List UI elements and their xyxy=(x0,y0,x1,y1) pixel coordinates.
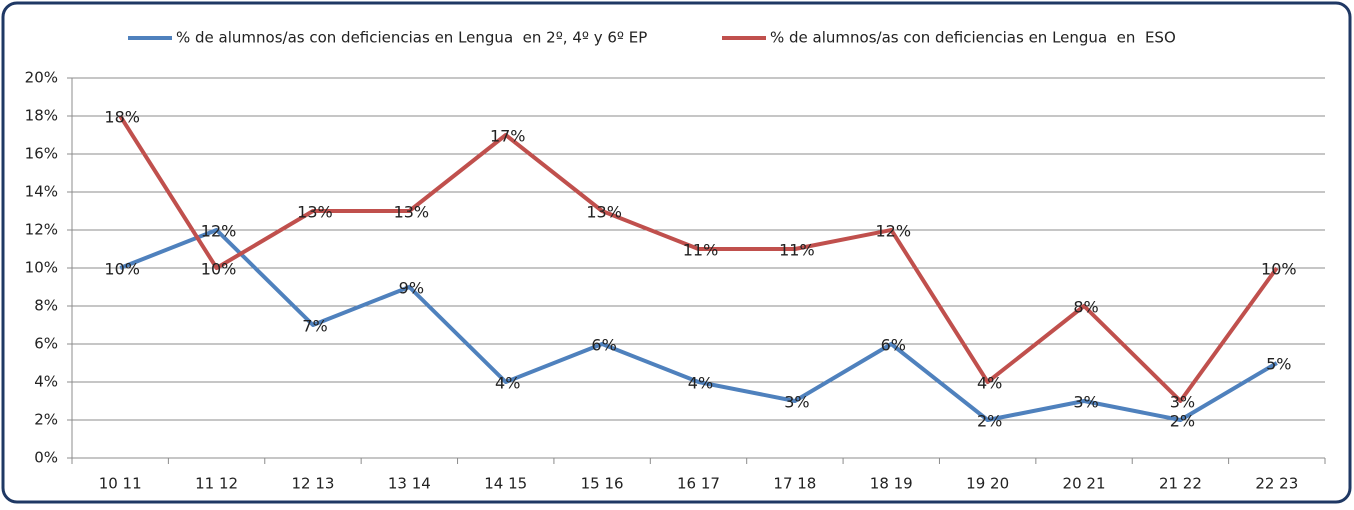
data-label: 4% xyxy=(495,374,520,393)
y-tick-label: 18% xyxy=(25,107,58,125)
data-label: 10% xyxy=(104,260,140,279)
data-label: 13% xyxy=(297,203,333,222)
series-line xyxy=(118,114,1279,403)
data-label: 18% xyxy=(104,108,140,127)
x-tick-label: 10 11 xyxy=(99,475,142,493)
data-label: 4% xyxy=(977,374,1002,393)
data-label: 13% xyxy=(586,203,622,222)
legend-label: % de alumnos/as con deficiencias en Leng… xyxy=(176,29,647,47)
x-tick-label: 22 23 xyxy=(1255,475,1298,493)
data-label: 11% xyxy=(683,241,719,260)
y-tick-label: 14% xyxy=(25,183,58,201)
x-tick-label: 13 14 xyxy=(388,475,431,493)
data-label: 11% xyxy=(779,241,815,260)
data-label: 6% xyxy=(881,336,906,355)
x-tick-label: 19 20 xyxy=(966,475,1009,493)
y-tick-label: 10% xyxy=(25,259,58,277)
data-label: 10% xyxy=(1261,260,1297,279)
y-tick-label: 4% xyxy=(34,373,58,391)
y-tick-label: 2% xyxy=(34,411,58,429)
data-label: 8% xyxy=(1073,298,1098,317)
data-label: 3% xyxy=(1073,393,1098,412)
data-label: 2% xyxy=(977,412,1002,431)
y-tick-label: 0% xyxy=(34,449,58,467)
data-label: 5% xyxy=(1266,355,1291,374)
data-label: 13% xyxy=(394,203,430,222)
x-tick-label: 12 13 xyxy=(291,475,334,493)
data-label: 12% xyxy=(875,222,911,241)
x-tick-label: 18 19 xyxy=(870,475,913,493)
x-tick-label: 11 12 xyxy=(195,475,238,493)
x-tick-label: 20 21 xyxy=(1063,475,1106,493)
y-tick-label: 12% xyxy=(25,221,58,239)
y-tick-label: 6% xyxy=(34,335,58,353)
data-label: 10% xyxy=(201,260,237,279)
legend-label: % de alumnos/as con deficiencias en Leng… xyxy=(770,29,1176,47)
series-line xyxy=(119,228,1278,422)
x-tick-label: 15 16 xyxy=(581,475,624,493)
x-tick-label: 21 22 xyxy=(1159,475,1202,493)
y-tick-label: 16% xyxy=(25,145,58,163)
data-label: 9% xyxy=(399,279,424,298)
data-label: 12% xyxy=(201,222,237,241)
data-label: 4% xyxy=(688,374,713,393)
data-label: 6% xyxy=(591,336,616,355)
data-label: 7% xyxy=(302,317,327,336)
x-tick-label: 16 17 xyxy=(677,475,720,493)
data-label: 3% xyxy=(1170,393,1195,412)
y-tick-label: 20% xyxy=(25,69,58,87)
data-label: 17% xyxy=(490,127,526,146)
data-label: 3% xyxy=(784,393,809,412)
x-tick-label: 14 15 xyxy=(484,475,527,493)
data-label: 2% xyxy=(1170,412,1195,431)
x-tick-label: 17 18 xyxy=(773,475,816,493)
y-tick-label: 8% xyxy=(34,297,58,315)
